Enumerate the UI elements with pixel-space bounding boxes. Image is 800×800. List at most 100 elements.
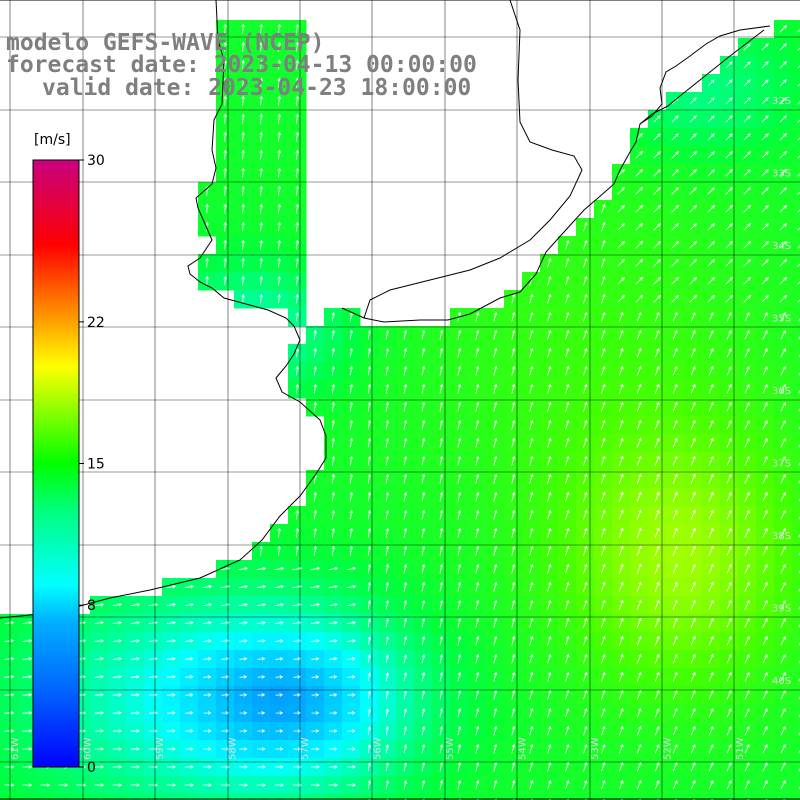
- wind-arrow: [293, 711, 302, 715]
- wind-arrow: [565, 275, 570, 286]
- wind-arrow: [295, 113, 300, 124]
- wind-arrow: [762, 671, 768, 682]
- wind-arrow: [185, 693, 194, 697]
- wind-arrow: [619, 761, 624, 772]
- wind-arrow: [671, 222, 680, 231]
- wind-arrow: [221, 711, 230, 715]
- wind-arrow: [653, 204, 662, 213]
- wind-arrow: [457, 509, 462, 520]
- wind-cell: [540, 794, 559, 800]
- wind-arrow: [331, 347, 336, 358]
- wind-arrow: [310, 602, 321, 607]
- wind-arrow: [708, 779, 714, 790]
- wind-arrow: [94, 639, 105, 643]
- wind-arrow: [130, 747, 141, 751]
- wind-arrow: [547, 725, 552, 736]
- wind-arrow: [493, 401, 498, 412]
- wind-cell: [792, 560, 800, 579]
- wind-arrow: [511, 599, 516, 610]
- wind-arrow: [203, 693, 212, 697]
- wind-arrow: [403, 708, 408, 718]
- wind-arrow: [654, 599, 660, 610]
- wind-arrow: [475, 311, 480, 322]
- wind-arrow: [565, 653, 570, 664]
- wind-cell: [432, 794, 451, 800]
- wind-arrow: [762, 635, 768, 646]
- wind-arrow: [493, 761, 498, 772]
- wind-arrow: [529, 383, 534, 394]
- wind-arrow: [385, 455, 390, 466]
- wind-arrow: [130, 639, 141, 643]
- wind-arrow: [295, 509, 300, 520]
- wind-arrow: [421, 779, 426, 790]
- wind-arrow: [511, 671, 516, 682]
- wind-arrow: [295, 275, 300, 286]
- wind-arrow: [367, 636, 372, 646]
- wind-arrow: [331, 491, 336, 502]
- wind-arrow: [313, 329, 318, 340]
- wind-arrow: [672, 329, 678, 340]
- wind-arrow: [583, 419, 588, 430]
- wind-arrow: [403, 545, 408, 556]
- wind-cell: [126, 794, 145, 800]
- wind-cell: [72, 794, 91, 800]
- wind-arrow: [239, 639, 248, 643]
- wind-arrow: [277, 131, 282, 142]
- wind-arrow: [241, 257, 245, 268]
- wind-arrow: [313, 365, 318, 376]
- wind-arrow: [618, 329, 624, 340]
- wind-arrow: [112, 675, 122, 679]
- wind-arrow: [223, 95, 227, 106]
- wind-arrow: [601, 221, 606, 232]
- wind-arrow: [421, 617, 426, 628]
- wind-arrow: [654, 653, 660, 664]
- wind-arrow: [256, 603, 267, 607]
- wind-arrow: [349, 455, 354, 466]
- wind-arrow: [547, 545, 552, 556]
- wind-arrow: [798, 606, 800, 610]
- wind-arrow: [221, 729, 230, 733]
- wind-arrow: [600, 491, 606, 502]
- wind-arrow: [403, 383, 408, 394]
- wind-arrow: [331, 419, 336, 430]
- wind-arrow: [707, 79, 715, 87]
- wind-arrow: [241, 239, 245, 250]
- wind-arrow: [671, 259, 679, 267]
- wind-arrow: [725, 61, 733, 69]
- wind-arrow: [780, 726, 786, 736]
- wind-arrow: [367, 617, 372, 628]
- wind-arrow: [780, 365, 786, 376]
- wind-arrow: [583, 743, 588, 754]
- wind-arrow: [349, 437, 354, 448]
- wind-arrow: [475, 563, 480, 574]
- wind-arrow: [726, 635, 732, 646]
- wind-arrow: [726, 419, 732, 430]
- wind-arrow: [601, 347, 606, 358]
- wind-arrow: [112, 783, 123, 787]
- wind-arrow: [385, 473, 390, 484]
- wind-arrow: [726, 545, 732, 556]
- wind-arrow: [293, 675, 302, 679]
- wind-arrow: [331, 329, 336, 340]
- wind-arrow: [529, 455, 534, 466]
- colorbar-unit: [m/s]: [34, 132, 71, 148]
- colorbar-tick-label: 30: [87, 153, 105, 169]
- wind-arrow: [797, 209, 800, 213]
- wind-arrow: [725, 295, 733, 303]
- wind-arrow: [475, 617, 480, 628]
- wind-arrow: [583, 635, 588, 646]
- wind-arrow: [780, 762, 786, 772]
- wind-arrow: [403, 690, 408, 700]
- lat-label: 36S: [772, 386, 791, 397]
- wind-arrow: [653, 277, 661, 285]
- wind-arrow: [184, 639, 194, 643]
- wind-arrow: [689, 115, 697, 123]
- wind-arrow: [221, 639, 230, 643]
- wind-arrow: [22, 765, 33, 769]
- lon-label: 54W: [518, 737, 529, 760]
- wind-arrow: [421, 365, 426, 376]
- wind-arrow: [762, 725, 768, 736]
- wind-arrow: [511, 437, 516, 448]
- wind-arrow: [565, 527, 570, 538]
- wind-cell: [774, 794, 793, 800]
